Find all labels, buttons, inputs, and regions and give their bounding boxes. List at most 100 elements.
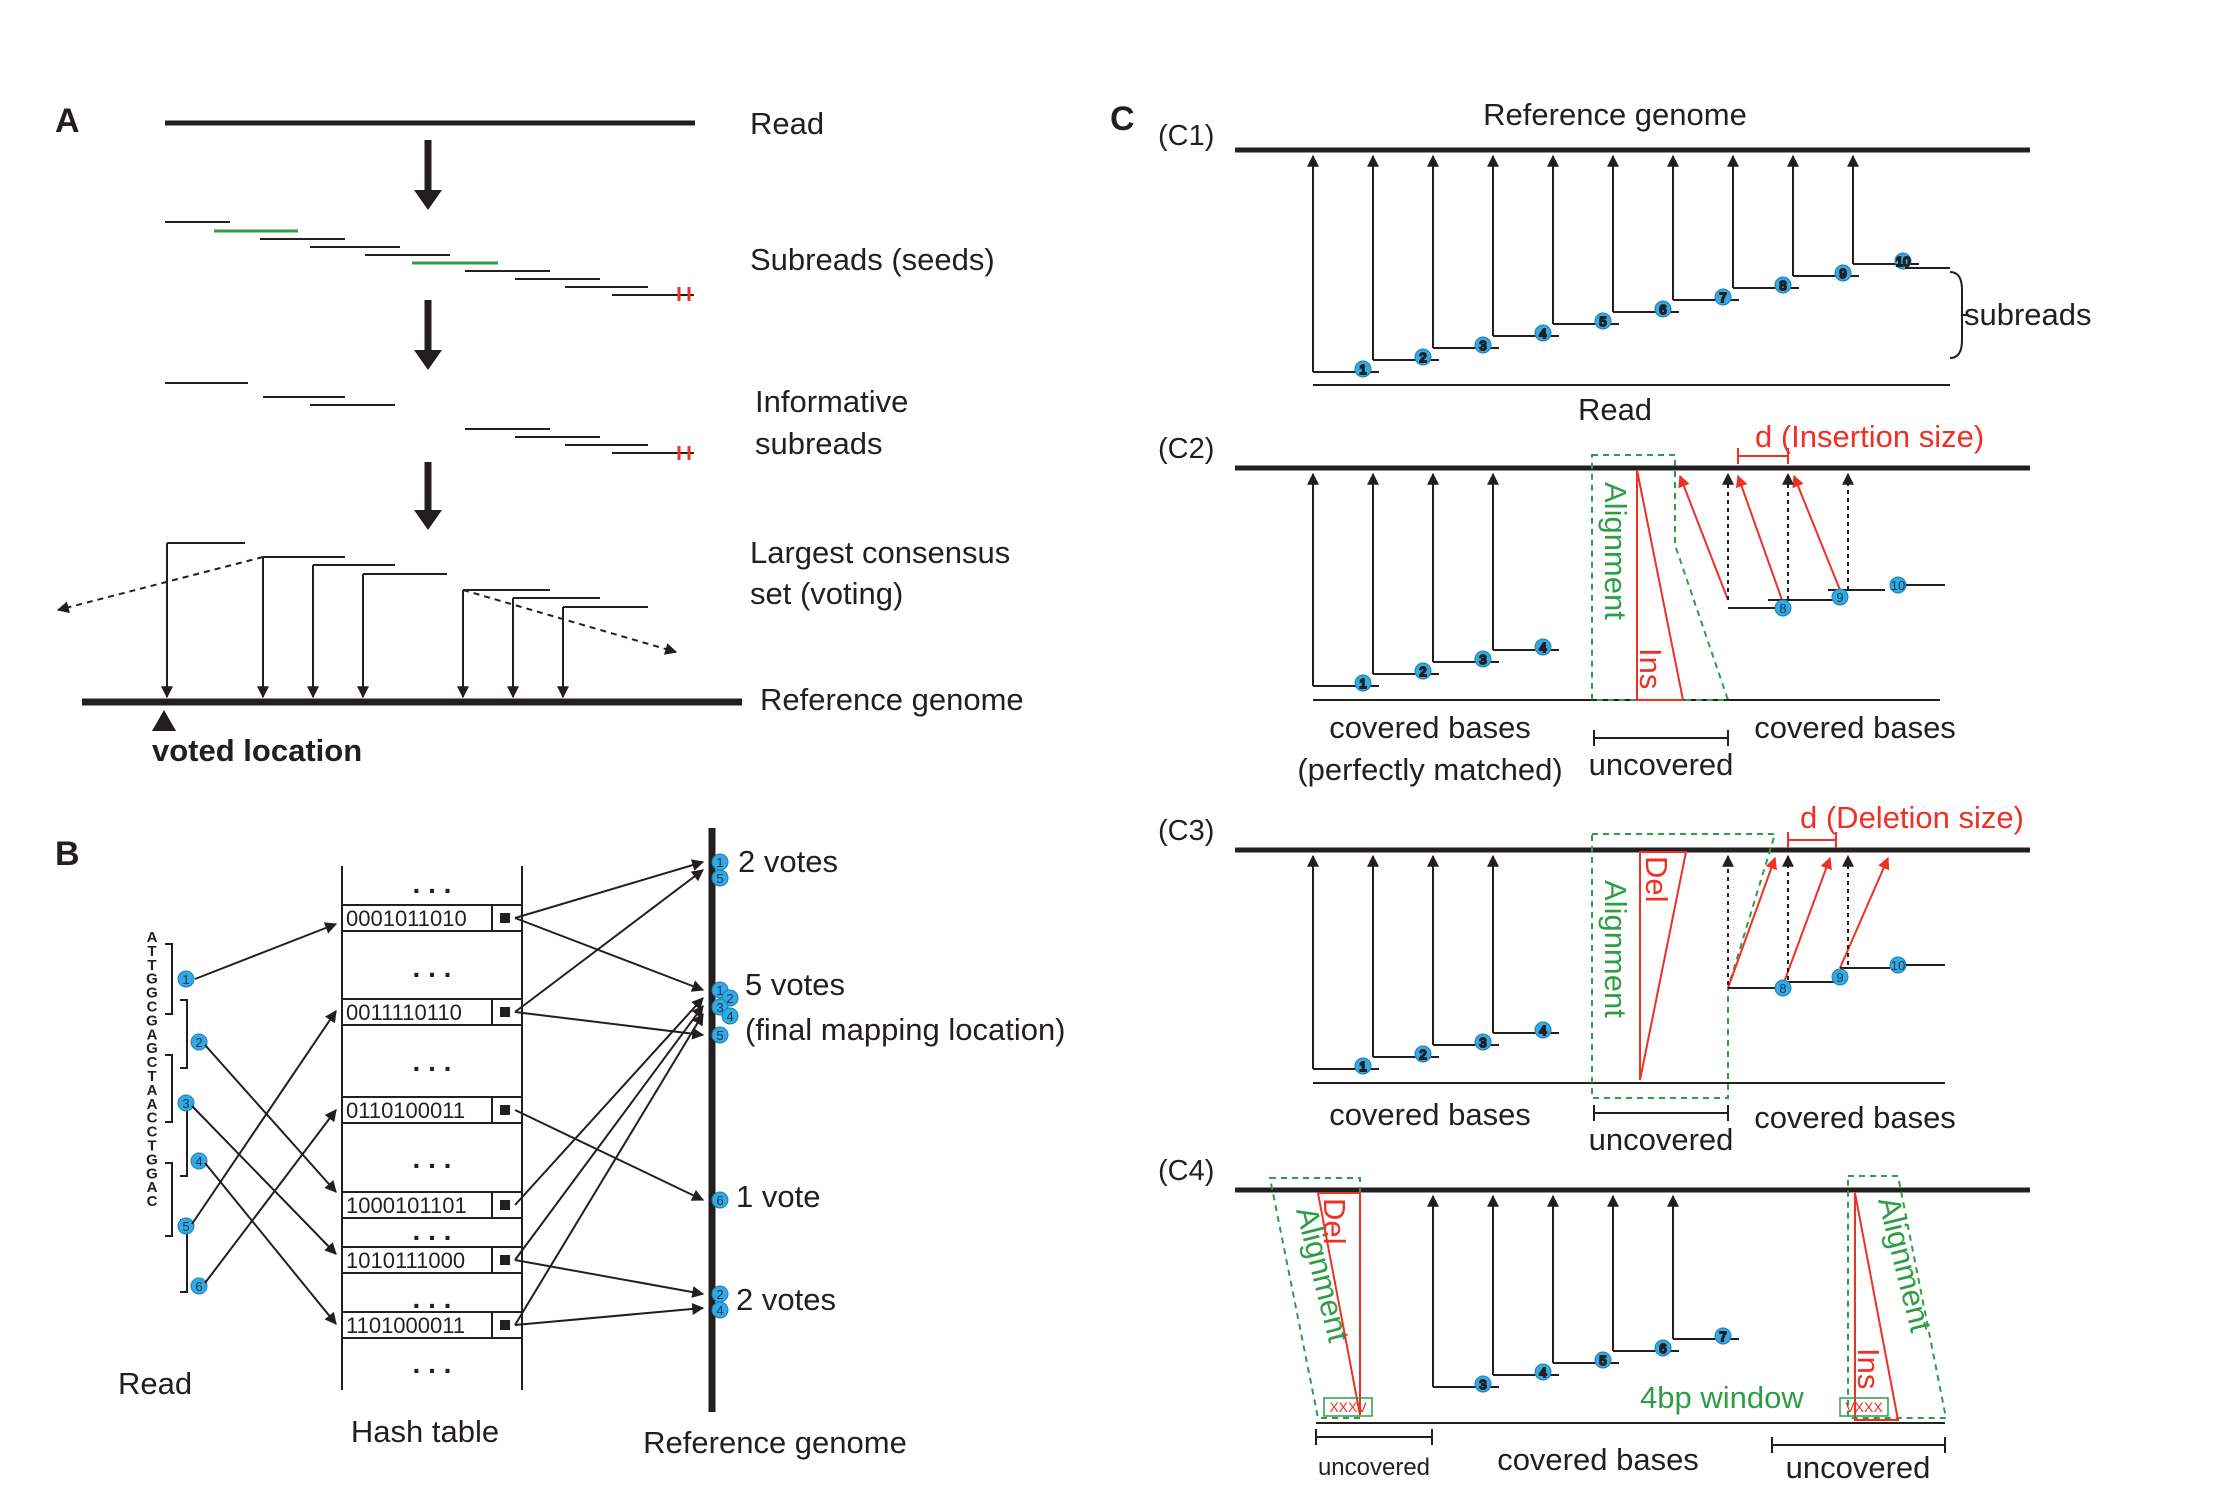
- read-letter: C: [147, 1193, 158, 1210]
- label-c2: (C2): [1158, 433, 1214, 465]
- c3-right-subreads: [1728, 967, 1890, 989]
- subread-num-4: 4: [195, 1154, 202, 1169]
- subread-number: 2: [1419, 664, 1426, 679]
- subread-dot: [1354, 1057, 1372, 1075]
- subread-number: 2: [1419, 350, 1426, 365]
- hash-code: 1010111000: [346, 1248, 465, 1273]
- label-informative-2: subreads: [755, 426, 883, 461]
- read-letter: A: [147, 1082, 158, 1099]
- subread-dot: [1474, 1033, 1492, 1051]
- label-uncovered-c3: uncovered: [1589, 1122, 1734, 1157]
- subread-dot: [1534, 638, 1552, 656]
- read-letter: G: [146, 985, 158, 1002]
- label-consensus-1: Largest consensus: [750, 535, 1010, 570]
- label-voted-location: voted location: [152, 733, 362, 768]
- c3-right-dots: 8 9 10: [1774, 956, 1945, 997]
- label-vote-2a: 2 votes: [738, 844, 838, 879]
- subread-number: 4: [1539, 326, 1546, 341]
- subread-dot: [1354, 360, 1372, 378]
- subread-dot-5: [177, 1217, 195, 1235]
- label-c3: (C3): [1158, 815, 1214, 847]
- label-alignment-c3: Alignment: [1598, 880, 1633, 1018]
- read-letter: C: [147, 1054, 158, 1071]
- subread-dot: [1594, 1351, 1612, 1369]
- c3-num-10: 10: [1891, 958, 1905, 973]
- label-reference-genome-c: Reference genome: [1483, 97, 1747, 132]
- window-box-right: [1839, 1397, 1889, 1417]
- vote-dots: 1 5 1 2 3 4 5 6 2 4: [711, 853, 739, 1319]
- hash-row: 0110100011: [341, 1096, 523, 1124]
- ellipsis-3: . . .: [413, 1046, 452, 1077]
- read-letter: T: [147, 1138, 156, 1155]
- hash-rows: 0001011010 0011110110 0110100011 1000101101…: [341, 904, 523, 1339]
- subread-dot: [1534, 324, 1552, 342]
- window-marks-left: XXXV: [1329, 1399, 1367, 1415]
- label-4bp-window: 4bp window: [1640, 1380, 1804, 1415]
- subread-number: 1: [1359, 676, 1366, 691]
- subread-num-1: 1: [182, 972, 189, 987]
- hash-pointer: [500, 1320, 510, 1330]
- label-read-c1: Read: [1578, 392, 1652, 427]
- hash-row: 1101000011: [341, 1311, 523, 1339]
- subread-dot-3: [177, 1094, 195, 1112]
- window-box-left: [1323, 1397, 1373, 1417]
- read-letter: A: [147, 1179, 158, 1196]
- read-letter: T: [147, 1068, 156, 1085]
- subread-number: 4: [1539, 1023, 1546, 1038]
- label-covered-bases-c2-right: covered bases: [1754, 710, 1956, 745]
- read-letter: G: [146, 1012, 158, 1029]
- vote-dot-5a: 5: [716, 871, 723, 886]
- voted-location-marker: [152, 710, 176, 731]
- panel-a: A Read Subreads (seeds): [55, 102, 1024, 768]
- label-c4: (C4): [1158, 1155, 1214, 1187]
- label-perfectly-matched: (perfectly matched): [1297, 752, 1562, 787]
- subread-number: 9: [1839, 266, 1846, 281]
- read-letter: G: [146, 1165, 158, 1182]
- c2-subread-staircase: 1 2 3 4: [1307, 472, 1559, 692]
- alignment-box-c3: [1591, 833, 1777, 1099]
- c3-num-8: 8: [1779, 981, 1786, 996]
- hash-row: 1000101101: [341, 1191, 523, 1219]
- subread-number: 1: [1359, 1059, 1366, 1074]
- insertion-triangle-c4: [1854, 1192, 1900, 1421]
- label-informative-1: Informative: [755, 384, 908, 419]
- subread-dot: [1774, 276, 1792, 294]
- hash-pointer: [500, 1200, 510, 1210]
- subread-number: 10: [1896, 254, 1910, 269]
- uncovered-bracket-c2: [1593, 730, 1729, 746]
- ellipsis-5: . . .: [413, 1215, 452, 1246]
- vote-dot-1b: 1: [716, 983, 723, 998]
- vote-dot-2b: 2: [726, 991, 733, 1006]
- label-del-c4: Del: [1317, 1198, 1352, 1245]
- subreads-brace: [1949, 271, 1963, 359]
- vote-dot-2d: 2: [716, 1287, 723, 1302]
- hash-pointer: [500, 1105, 510, 1115]
- read-letter: A: [147, 929, 158, 946]
- c2-right-dots: 8 9 10: [1774, 576, 1945, 617]
- label-subreads-seeds: Subreads (seeds): [750, 242, 995, 277]
- subread-dot: [1654, 1339, 1672, 1357]
- label-vote-5: 5 votes: [745, 967, 845, 1002]
- label-uncovered-c4-left: uncovered: [1318, 1454, 1430, 1481]
- label-read-b: Read: [118, 1366, 192, 1401]
- read-to-hash-arrows: [191, 922, 338, 1325]
- subread-number: 1: [1359, 362, 1366, 377]
- subread-number: 7: [1719, 290, 1726, 305]
- c3-subread-staircase: 1 2 3 4: [1307, 854, 1559, 1075]
- subread-num-2: 2: [195, 1035, 202, 1050]
- hash-row: 0011110110: [341, 998, 523, 1026]
- subread-dot: [1474, 650, 1492, 668]
- subread-dot: [1414, 662, 1432, 680]
- subread-dot: [1894, 252, 1912, 270]
- hash-row: 1010111000: [341, 1246, 523, 1274]
- subread-dot: [1714, 1327, 1732, 1345]
- hash-code: 0001011010: [346, 906, 467, 931]
- subread-dot: [1654, 300, 1672, 318]
- subread-number: 4: [1539, 640, 1546, 655]
- label-vote-5-sub: (final mapping location): [745, 1012, 1066, 1047]
- hash-code: 0110100011: [346, 1098, 465, 1123]
- label-hash-table: Hash table: [351, 1414, 499, 1449]
- uncovered-bracket-c4-left: [1315, 1429, 1433, 1445]
